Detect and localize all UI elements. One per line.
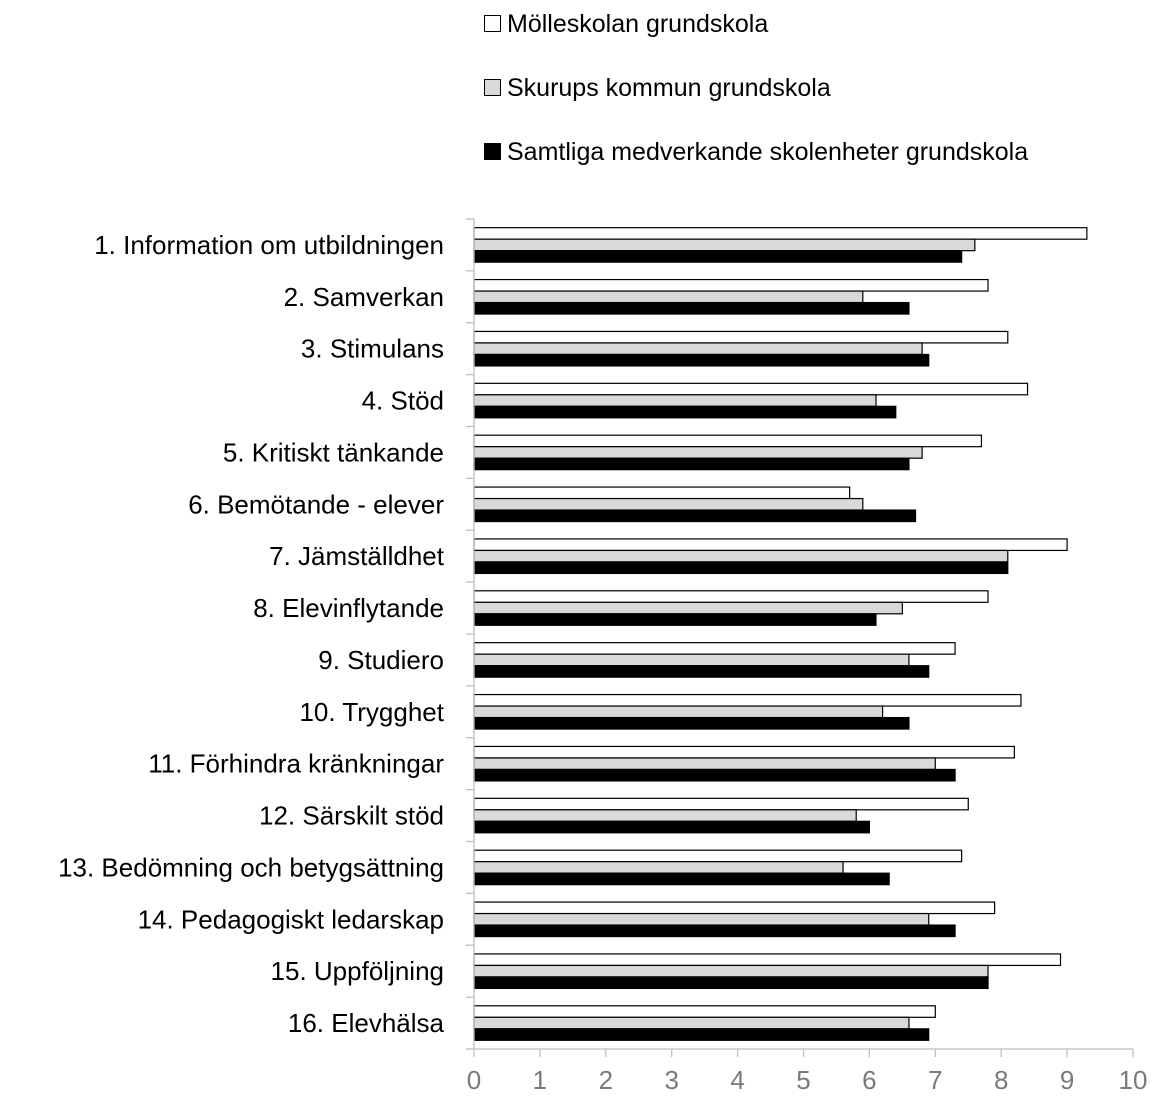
legend-swatch-series-1: [484, 14, 501, 32]
category-label-3: 3. Stimulans: [301, 334, 444, 364]
bar-series-2-cat-16: [473, 1016, 910, 1030]
category-label-12: 12. Särskilt stöd: [259, 801, 444, 831]
legend: Mölleskolan grundskola Skurups kommun gr…: [484, 8, 1028, 168]
value-tick-label-8: 8: [994, 1065, 1008, 1095]
category-label-10: 10. Trygghet: [299, 697, 444, 727]
category-label-8: 8. Elevinflytande: [253, 593, 444, 623]
bar-series-1-cat-3: [473, 330, 1009, 344]
bar-series-2-cat-9: [473, 653, 910, 667]
value-tick-label-7: 7: [928, 1065, 942, 1095]
bar-series-2-cat-1: [473, 238, 976, 252]
bar-series-1-cat-10: [473, 693, 1022, 707]
bar-series-2-cat-8: [473, 601, 903, 615]
category-label-16: 16. Elevhälsa: [288, 1008, 445, 1038]
bar-series-3-cat-1: [473, 250, 963, 263]
category-label-13: 13. Bedömning och betygsättning: [58, 852, 444, 882]
bar-series-1-cat-13: [473, 849, 963, 863]
legend-label-series-2: Skurups kommun grundskola: [507, 74, 831, 102]
bar-series-2-cat-14: [473, 912, 930, 926]
bar-series-3-cat-14: [473, 924, 956, 938]
category-label-15: 15. Uppföljning: [271, 956, 444, 986]
value-tick-label-0: 0: [467, 1065, 481, 1095]
legend-item-series-2: Skurups kommun grundskola: [484, 72, 1028, 104]
bar-series-3-cat-2: [473, 301, 910, 315]
bar-series-3-cat-5: [473, 457, 910, 471]
bar-series-3-cat-10: [473, 716, 910, 730]
category-label-5: 5. Kritiskt tänkande: [223, 437, 444, 467]
bar-series-2-cat-3: [473, 342, 923, 356]
bar-series-2-cat-4: [473, 394, 877, 407]
bar-series-1-cat-4: [473, 382, 1029, 396]
category-label-1: 1. Information om utbildningen: [94, 230, 444, 260]
bar-series-3-cat-7: [473, 561, 1009, 575]
legend-swatch-series-2: [484, 78, 501, 96]
bar-series-1-cat-12: [473, 797, 969, 811]
bar-series-2-cat-15: [473, 964, 989, 978]
bar-series-1-cat-2: [473, 278, 989, 292]
category-label-11: 11. Förhindra kränkningar: [148, 749, 444, 779]
legend-item-series-3: Samtliga medverkande skolenheter grundsk…: [484, 136, 1028, 168]
bar-series-2-cat-10: [473, 705, 884, 719]
bar-series-1-cat-14: [473, 901, 996, 915]
bar-series-3-cat-6: [473, 509, 917, 523]
category-label-4: 4. Stöd: [362, 386, 444, 416]
bar-series-3-cat-12: [473, 820, 870, 834]
legend-swatch-series-3: [484, 142, 501, 160]
value-tick-label-10: 10: [1119, 1065, 1148, 1095]
bar-series-3-cat-13: [473, 872, 890, 886]
value-tick-label-4: 4: [730, 1065, 744, 1095]
category-label-7: 7. Jämställdhet: [269, 541, 445, 571]
value-tick-label-5: 5: [796, 1065, 810, 1095]
bar-series-1-cat-8: [473, 590, 989, 603]
category-label-9: 9. Studiero: [318, 645, 444, 675]
bar-series-1-cat-15: [473, 953, 1062, 967]
legend-item-series-1: Mölleskolan grundskola: [484, 8, 1028, 40]
bar-series-1-cat-16: [473, 1005, 936, 1018]
category-label-2: 2. Samverkan: [284, 282, 444, 312]
bar-series-2-cat-6: [473, 497, 864, 511]
bar-series-2-cat-5: [473, 446, 923, 459]
category-label-14: 14. Pedagogiskt ledarskap: [138, 904, 444, 934]
category-label-6: 6. Bemötande - elever: [188, 489, 444, 519]
legend-label-series-3: Samtliga medverkande skolenheter grundsk…: [507, 138, 1029, 166]
bar-series-1-cat-9: [473, 642, 956, 655]
bar-series-1-cat-5: [473, 434, 983, 448]
bar-series-3-cat-11: [473, 768, 956, 782]
value-tick-label-2: 2: [599, 1065, 613, 1095]
bar-series-1-cat-11: [473, 745, 1015, 759]
bar-series-1-cat-7: [473, 538, 1068, 552]
legend-label-series-1: Mölleskolan grundskola: [507, 10, 769, 38]
bar-series-2-cat-13: [473, 861, 844, 874]
bar-series-2-cat-2: [473, 290, 864, 304]
value-tick-label-9: 9: [1060, 1065, 1074, 1095]
bar-series-3-cat-16: [473, 1028, 930, 1041]
value-tick-label-1: 1: [533, 1065, 547, 1095]
bar-series-3-cat-15: [473, 976, 989, 990]
bar-series-3-cat-3: [473, 353, 930, 367]
value-tick-label-3: 3: [664, 1065, 678, 1095]
value-tick-label-6: 6: [862, 1065, 876, 1095]
bar-series-1-cat-6: [473, 486, 851, 500]
bar-series-3-cat-4: [473, 405, 897, 419]
bar-series-2-cat-12: [473, 809, 857, 822]
bar-series-1-cat-1: [473, 227, 1088, 240]
bar-series-3-cat-8: [473, 613, 877, 626]
bar-series-3-cat-9: [473, 665, 930, 678]
bar-series-2-cat-11: [473, 757, 936, 771]
bar-series-2-cat-7: [473, 549, 1009, 563]
